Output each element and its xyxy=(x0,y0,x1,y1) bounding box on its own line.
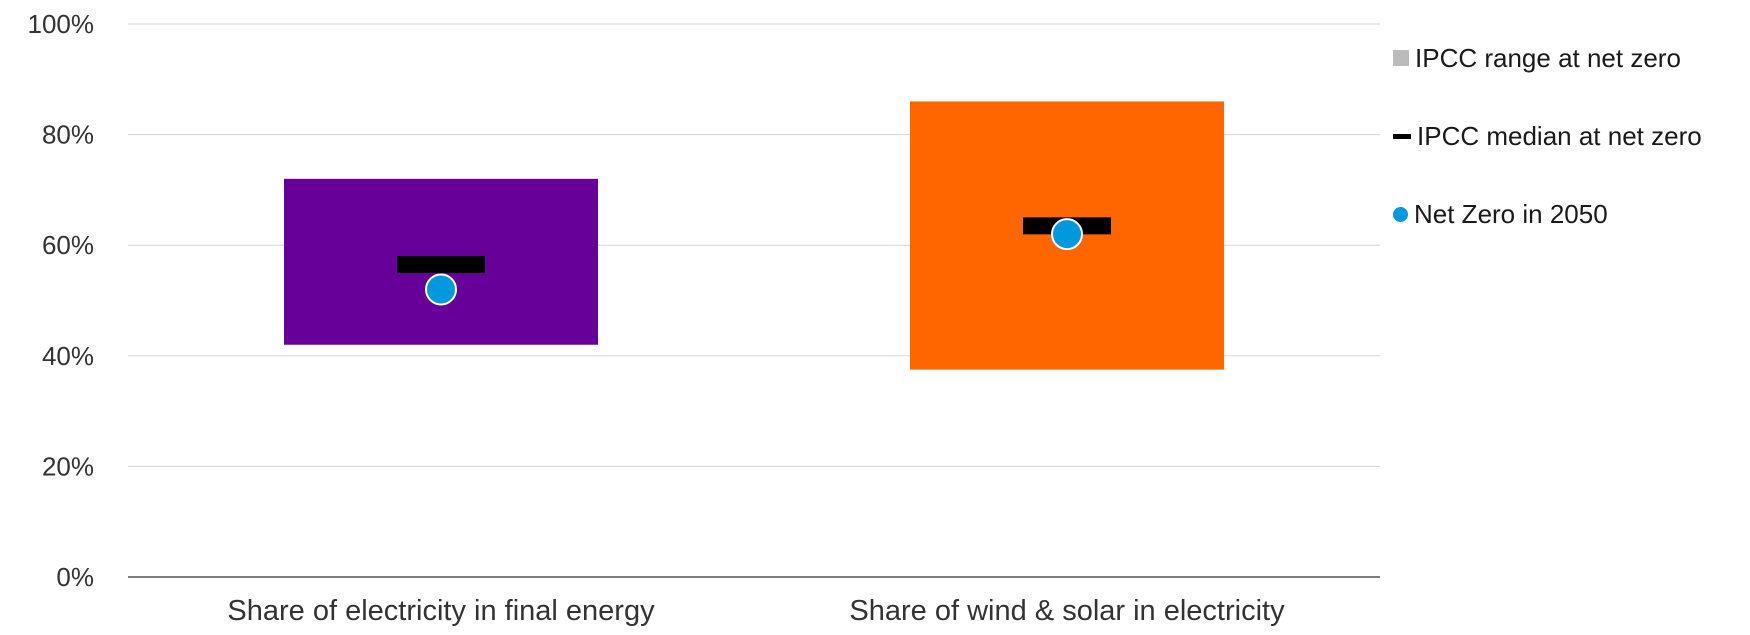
legend-swatch-range xyxy=(1393,50,1409,66)
net-zero-point xyxy=(1051,218,1083,251)
net-zero-points xyxy=(425,218,1083,306)
legend-item-range: IPCC range at net zero xyxy=(1393,38,1702,78)
y-tick-label: 60% xyxy=(42,230,94,260)
legend-item-median: IPCC median at net zero xyxy=(1393,116,1702,156)
legend-label-range: IPCC range at net zero xyxy=(1415,42,1681,73)
legend-item-netzero: Net Zero in 2050 xyxy=(1393,194,1702,234)
y-tick-label: 20% xyxy=(42,451,94,481)
category-label: Share of wind & solar in electricity xyxy=(849,595,1285,627)
y-tick-label: 40% xyxy=(42,341,94,371)
range-bars xyxy=(284,101,1224,370)
median-markers xyxy=(397,217,1111,274)
legend: IPCC range at net zero IPCC median at ne… xyxy=(1393,38,1702,272)
legend-swatch-netzero xyxy=(1393,206,1408,222)
median-marker xyxy=(397,256,485,274)
y-tick-label: 100% xyxy=(28,9,95,39)
legend-label-median: IPCC median at net zero xyxy=(1417,120,1702,151)
y-tick-label: 80% xyxy=(42,120,94,150)
y-tick-label: 0% xyxy=(56,562,94,592)
net-zero-point xyxy=(425,273,457,306)
category-label: Share of electricity in final energy xyxy=(227,595,655,627)
legend-swatch-median xyxy=(1393,133,1411,139)
category-labels: Share of electricity in final energy Shar… xyxy=(227,595,1285,627)
y-axis-ticks: 0% 20% 40% 60% 80% 100% xyxy=(28,9,95,592)
legend-label-netzero: Net Zero in 2050 xyxy=(1414,198,1608,229)
